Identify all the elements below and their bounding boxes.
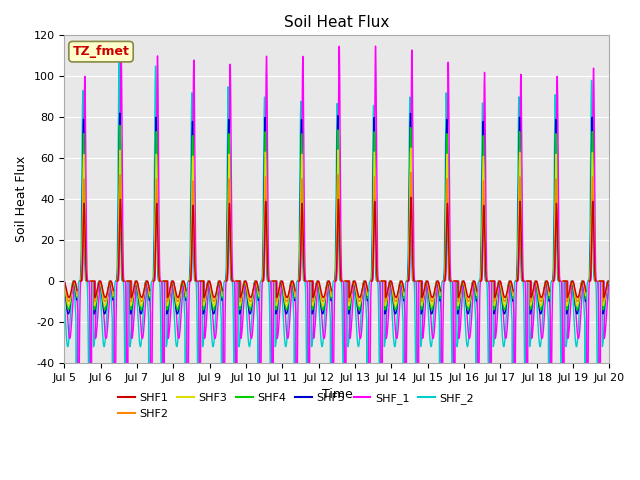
SHF2 xyxy=(605,280,613,286)
SHF_1 xyxy=(61,278,68,284)
SHF4 xyxy=(605,282,613,288)
SHF5 xyxy=(61,283,68,289)
Line: SHF4: SHF4 xyxy=(65,125,609,310)
Legend: SHF1, SHF2, SHF3, SHF4, SHF5, SHF_1, SHF_2: SHF1, SHF2, SHF3, SHF4, SHF5, SHF_1, SHF… xyxy=(113,389,479,423)
SHF_2 xyxy=(61,298,68,304)
SHF5 xyxy=(605,283,613,289)
Line: SHF_2: SHF_2 xyxy=(65,52,609,480)
SHF3 xyxy=(61,281,68,287)
Line: SHF3: SHF3 xyxy=(65,148,609,306)
SHF_1 xyxy=(554,126,562,132)
SHF1 xyxy=(213,288,221,293)
SHF4 xyxy=(400,294,408,300)
SHF_2 xyxy=(178,280,186,286)
SHF_2 xyxy=(390,342,398,348)
SHF_2 xyxy=(605,298,613,304)
SHF1 xyxy=(61,279,68,285)
SHF2 xyxy=(605,279,613,285)
SHF2 xyxy=(213,288,221,294)
SHF4 xyxy=(605,280,613,286)
SHF_2 xyxy=(605,296,613,301)
SHF3 xyxy=(400,291,408,297)
Title: Soil Heat Flux: Soil Heat Flux xyxy=(284,15,390,30)
Line: SHF2: SHF2 xyxy=(65,173,609,301)
SHF_1 xyxy=(605,278,613,284)
SHF5 xyxy=(554,259,562,265)
SHF_2 xyxy=(115,49,123,55)
Line: SHF5: SHF5 xyxy=(65,113,609,314)
SHF3 xyxy=(390,298,398,304)
SHF5 xyxy=(400,298,408,303)
SHF2 xyxy=(390,294,398,300)
SHF_2 xyxy=(554,277,562,283)
SHF_1 xyxy=(390,310,398,315)
SHF_1 xyxy=(212,324,220,330)
SHF4 xyxy=(177,283,185,289)
SHF1 xyxy=(400,285,408,291)
SHF1 xyxy=(605,279,613,285)
SHF_1 xyxy=(605,278,613,284)
SHF4 xyxy=(390,302,398,308)
SHF2 xyxy=(61,280,68,286)
SHF3 xyxy=(213,289,221,295)
SHF3 xyxy=(554,253,562,259)
Y-axis label: Soil Heat Flux: Soil Heat Flux xyxy=(15,156,28,242)
Line: SHF1: SHF1 xyxy=(65,197,609,298)
Text: TZ_fmet: TZ_fmet xyxy=(72,45,129,58)
SHF2 xyxy=(177,283,185,289)
SHF4 xyxy=(213,290,221,296)
SHF5 xyxy=(213,290,221,296)
SHF3 xyxy=(177,283,185,289)
SHF5 xyxy=(177,283,185,289)
X-axis label: Time: Time xyxy=(321,388,352,401)
SHF_1 xyxy=(372,43,380,49)
SHF4 xyxy=(554,253,562,259)
SHF3 xyxy=(605,281,613,287)
SHF1 xyxy=(390,290,398,296)
SHF5 xyxy=(605,281,613,287)
SHF4 xyxy=(61,282,68,288)
Line: SHF_1: SHF_1 xyxy=(65,46,609,480)
SHF1 xyxy=(177,283,185,289)
SHF2 xyxy=(554,251,562,256)
SHF1 xyxy=(554,248,562,253)
SHF3 xyxy=(605,280,613,286)
SHF_1 xyxy=(400,292,408,298)
SHF_1 xyxy=(177,310,185,316)
SHF_2 xyxy=(213,290,221,296)
SHF_2 xyxy=(400,420,408,425)
SHF2 xyxy=(400,288,408,294)
SHF1 xyxy=(605,278,613,284)
SHF5 xyxy=(390,307,398,312)
